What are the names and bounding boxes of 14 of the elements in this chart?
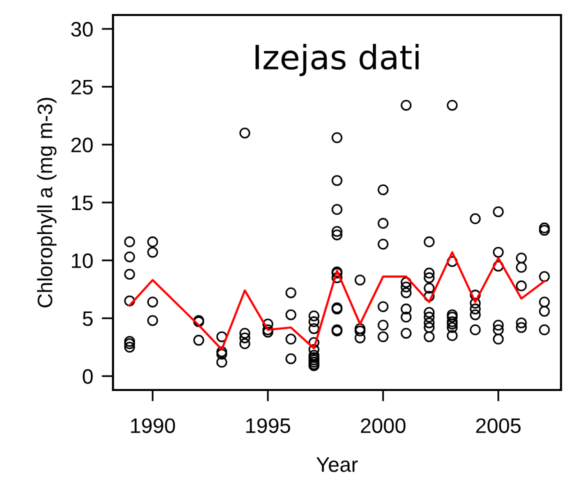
- x-tick-label: 1995: [246, 418, 290, 434]
- y-tick-label: 0: [82, 369, 93, 384]
- text: Izejas dati: [256, 44, 419, 76]
- y-tick-label: 5: [82, 311, 93, 326]
- y-tick-label: 15: [72, 196, 93, 210]
- y-tick-label: 10: [72, 253, 93, 268]
- y-tick-label: 20: [71, 138, 93, 152]
- x-axis-title: Year: [316, 457, 358, 472]
- y-tick-label: 25: [71, 80, 93, 95]
- x-tick-label: 2000: [360, 418, 406, 434]
- x-tick-label: 2005: [476, 418, 521, 434]
- x-tick-label: 1990: [131, 418, 175, 434]
- y-tick-label: 30: [71, 22, 93, 37]
- y-axis-title: Chlorophyll a (mg m-3): [37, 98, 56, 308]
